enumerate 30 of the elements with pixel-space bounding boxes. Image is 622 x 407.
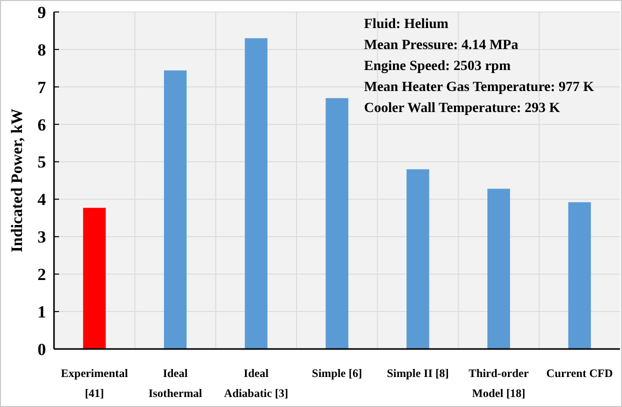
y-tick-label: 0 bbox=[38, 340, 46, 359]
x-tick-label: Simple II [8] bbox=[386, 368, 449, 380]
x-tick-label: Third-order Model [18] bbox=[468, 368, 529, 400]
bar bbox=[406, 169, 430, 349]
y-axis-title: Indicated Power, kW bbox=[9, 108, 26, 252]
annotation: Engine Speed: 2503 rpm bbox=[364, 59, 511, 74]
x-tick-label: Ideal Adiabatic [3] bbox=[224, 368, 288, 400]
annotation: Fluid: Helium bbox=[364, 17, 449, 32]
bar bbox=[83, 208, 106, 349]
y-tick-label: 3 bbox=[38, 228, 46, 247]
x-tick-label: Ideal Isothermal bbox=[148, 368, 202, 400]
y-tick-label: 8 bbox=[38, 40, 46, 60]
y-tick-label: 6 bbox=[38, 115, 46, 134]
y-tick-label: 7 bbox=[38, 78, 46, 97]
x-tick-label: Simple [6] bbox=[312, 368, 362, 380]
x-tick-label: Experimental [41] bbox=[60, 368, 128, 400]
y-tick-label: 5 bbox=[38, 152, 46, 172]
bar bbox=[487, 188, 510, 349]
bar bbox=[326, 98, 348, 349]
x-tick-label: Current CFD bbox=[546, 368, 613, 380]
bar bbox=[244, 38, 268, 349]
y-tick-label: 1 bbox=[38, 302, 46, 322]
bar bbox=[568, 202, 591, 349]
bar bbox=[164, 70, 187, 349]
y-tick-label: 2 bbox=[38, 265, 46, 284]
annotation: Mean Heater Gas Temperature: 977 K bbox=[364, 80, 594, 95]
y-tick-label: 4 bbox=[38, 190, 46, 210]
y-tick-label: 9 bbox=[38, 2, 46, 22]
annotation: Mean Pressure: 4.14 MPa bbox=[364, 38, 518, 53]
annotation: Cooler Wall Temperature: 293 K bbox=[364, 101, 560, 116]
